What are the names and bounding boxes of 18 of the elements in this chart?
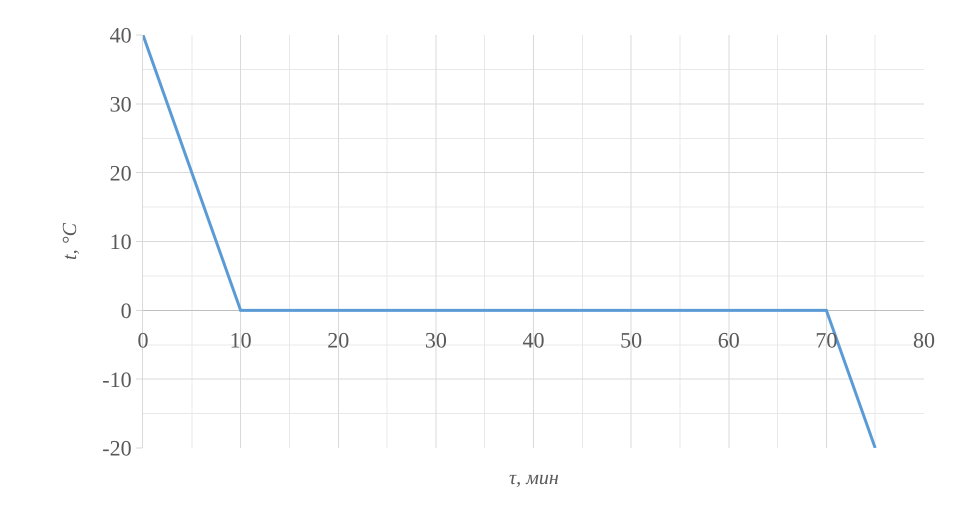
y-tick-label: -20	[102, 436, 132, 461]
y-axis-title: t, °C	[58, 222, 81, 260]
x-axis-title: τ, мин	[509, 467, 559, 489]
x-tick-label: 70	[815, 327, 838, 352]
y-tick-label: 30	[110, 92, 132, 117]
x-tick-label: 0	[138, 327, 148, 352]
x-tick-label: 10	[230, 327, 252, 352]
x-tick-label: 30	[424, 327, 447, 352]
x-tick-label: 40	[522, 327, 544, 352]
y-tick-label: 0	[120, 298, 132, 324]
x-tick-label: 50	[620, 327, 642, 352]
x-tick-label: 60	[718, 327, 740, 352]
x-tick-label: 80	[913, 327, 935, 352]
y-tick-label: 10	[110, 229, 132, 254]
y-tick-label: -10	[102, 366, 132, 392]
x-tick-label: 20	[327, 327, 350, 352]
y-tick-label: 40	[110, 22, 132, 48]
y-tick-label: 20	[110, 160, 132, 186]
